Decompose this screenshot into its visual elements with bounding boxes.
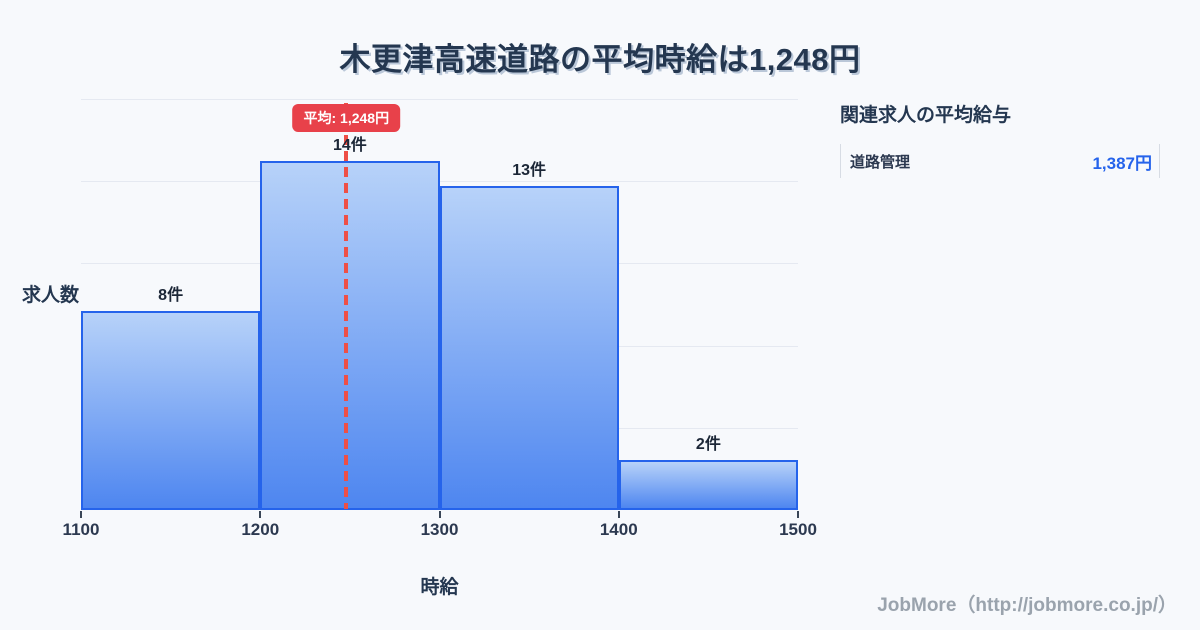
x-tick-label: 1100 bbox=[62, 520, 100, 539]
x-tick-mark bbox=[438, 511, 441, 518]
histogram-bar bbox=[439, 186, 619, 510]
histogram-plot-area: 平均: 1,248円 8件 14件 13件 2件 bbox=[81, 99, 798, 510]
x-tick-label: 1200 bbox=[241, 520, 280, 539]
bar-count-label: 2件 bbox=[695, 436, 721, 454]
histogram-bar bbox=[260, 161, 440, 510]
related-jobs-panel: 関連求人の平均給与 道路管理 1,387円 bbox=[840, 100, 1160, 178]
related-job-label: 道路管理 bbox=[850, 153, 911, 171]
gridline bbox=[81, 99, 798, 100]
x-tick-mark bbox=[797, 511, 799, 518]
gridline bbox=[81, 181, 798, 183]
page-title: 木更津高速道路の平均時給は1,248円 bbox=[339, 42, 861, 77]
x-axis-title: 時給 bbox=[420, 577, 459, 598]
x-tick-label: 1400 bbox=[599, 520, 638, 539]
x-tick-mark bbox=[259, 511, 262, 518]
panel-rows: 道路管理 1,387円 bbox=[840, 144, 1160, 178]
bar-count-label: 14件 bbox=[332, 137, 367, 155]
histogram-bar bbox=[618, 460, 798, 510]
bar-count-label: 13件 bbox=[512, 162, 547, 180]
mean-line bbox=[344, 103, 349, 509]
bar-count-label: 8件 bbox=[158, 286, 184, 304]
x-tick-mark bbox=[80, 511, 82, 518]
mean-badge: 平均: 1,248円 bbox=[292, 104, 401, 132]
y-axis-title: 求人数 bbox=[22, 285, 80, 306]
x-tick-label: 1500 bbox=[779, 520, 817, 539]
related-job-wage: 1,387円 bbox=[1092, 153, 1152, 173]
x-tick-mark bbox=[617, 511, 620, 518]
panel-row: 道路管理 1,387円 bbox=[840, 144, 1160, 178]
site-credit: JobMore（http://jobmore.co.jp/） bbox=[877, 595, 1177, 616]
x-tick-label: 1300 bbox=[420, 520, 459, 539]
histogram-bar bbox=[81, 310, 261, 510]
panel-heading: 関連求人の平均給与 bbox=[840, 105, 1012, 126]
